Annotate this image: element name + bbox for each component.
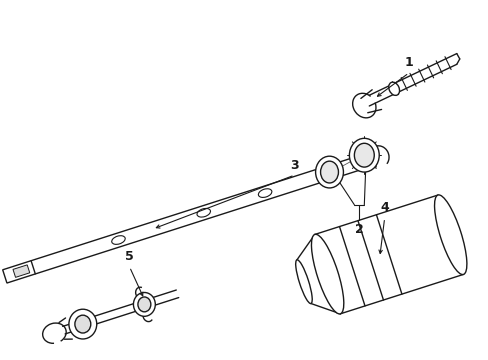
Ellipse shape: [111, 236, 125, 244]
Ellipse shape: [434, 195, 466, 275]
Polygon shape: [2, 261, 35, 283]
Text: 3: 3: [290, 159, 299, 172]
Ellipse shape: [320, 161, 338, 183]
Ellipse shape: [311, 234, 343, 314]
Text: 5: 5: [125, 250, 134, 263]
Text: 2: 2: [354, 223, 363, 236]
Ellipse shape: [69, 309, 97, 339]
Polygon shape: [13, 265, 30, 277]
Text: 4: 4: [380, 201, 388, 214]
Ellipse shape: [388, 82, 399, 95]
Ellipse shape: [75, 315, 91, 333]
Ellipse shape: [197, 208, 210, 217]
Text: 1: 1: [404, 57, 412, 69]
Ellipse shape: [133, 292, 155, 316]
Ellipse shape: [258, 189, 271, 197]
Ellipse shape: [354, 143, 373, 167]
Ellipse shape: [295, 260, 311, 303]
Ellipse shape: [138, 297, 150, 312]
Ellipse shape: [315, 156, 343, 188]
Ellipse shape: [349, 138, 379, 172]
